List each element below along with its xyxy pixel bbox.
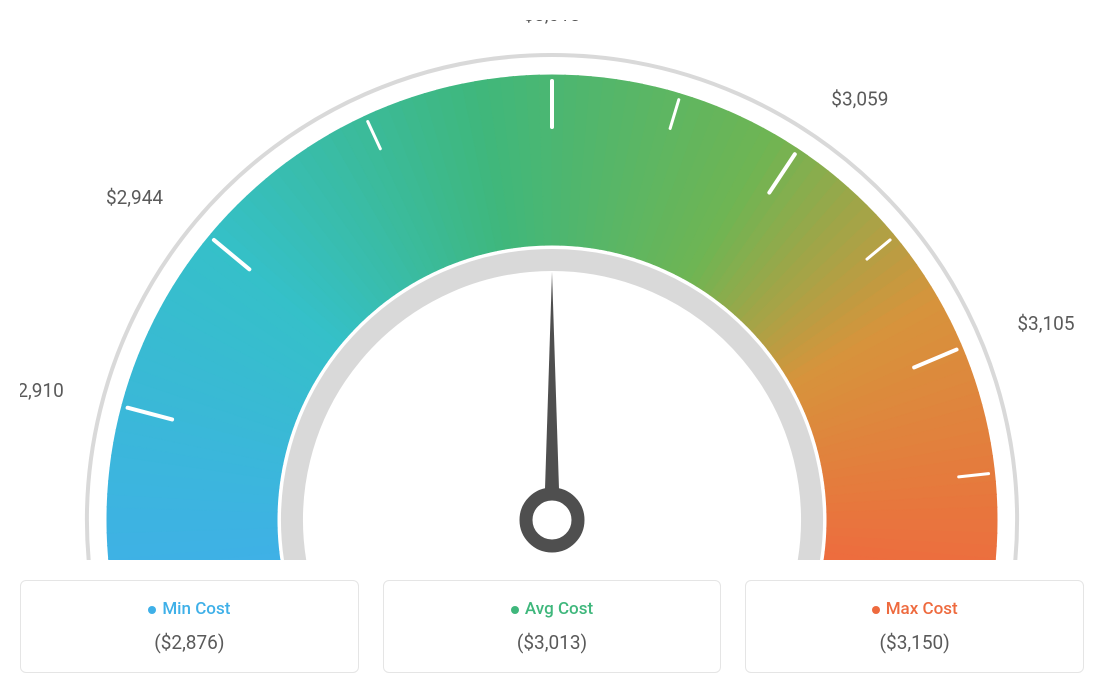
avg-cost-card: Avg Cost ($3,013) [383,580,722,673]
gauge-chart: $2,876$2,910$2,944$3,013$3,059$3,105$3,1… [20,20,1084,560]
svg-text:$2,910: $2,910 [20,379,64,402]
max-cost-card: Max Cost ($3,150) [745,580,1084,673]
max-cost-title: Max Cost [758,599,1071,619]
max-cost-label: Max Cost [886,599,958,619]
svg-text:$2,944: $2,944 [106,186,163,209]
avg-cost-label: Avg Cost [525,599,593,619]
svg-text:$3,059: $3,059 [831,87,888,110]
min-cost-card: Min Cost ($2,876) [20,580,359,673]
dot-icon [872,606,880,614]
svg-text:$3,013: $3,013 [523,20,580,26]
min-cost-title: Min Cost [33,599,346,619]
min-cost-value: ($2,876) [33,631,346,654]
dot-icon [148,606,156,614]
avg-cost-value: ($3,013) [396,631,709,654]
max-cost-value: ($3,150) [758,631,1071,654]
svg-text:$3,105: $3,105 [1017,312,1074,335]
dot-icon [511,606,519,614]
min-cost-label: Min Cost [162,599,230,619]
avg-cost-title: Avg Cost [396,599,709,619]
summary-cards: Min Cost ($2,876) Avg Cost ($3,013) Max … [20,580,1084,673]
